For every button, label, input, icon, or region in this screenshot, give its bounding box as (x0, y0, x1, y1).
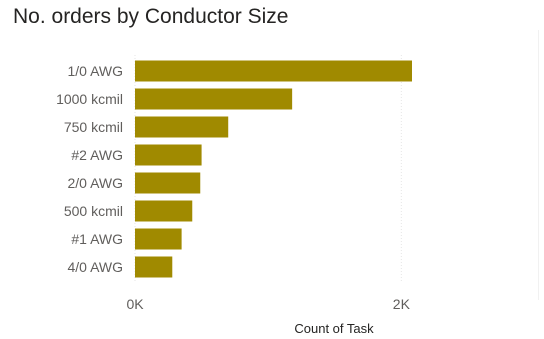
category-label: #1 AWG (71, 231, 123, 247)
category-label: 4/0 AWG (67, 259, 123, 275)
bar[interactable] (135, 88, 293, 110)
x-axis-title: Count of Task (294, 321, 374, 336)
panel-divider (538, 30, 539, 300)
category-label: 1/0 AWG (67, 63, 123, 79)
category-label: 750 kcmil (64, 119, 123, 135)
bar[interactable] (135, 116, 229, 138)
bar[interactable] (135, 60, 412, 82)
bar[interactable] (135, 172, 201, 194)
bar[interactable] (135, 200, 193, 222)
bar[interactable] (135, 144, 202, 166)
bar[interactable] (135, 228, 182, 250)
bars (135, 60, 412, 278)
category-label: 500 kcmil (64, 203, 123, 219)
bar[interactable] (135, 256, 173, 278)
chart-title: No. orders by Conductor Size (13, 5, 289, 28)
category-label: #2 AWG (71, 147, 123, 163)
category-label: 2/0 AWG (67, 175, 123, 191)
x-tick-label: 0K (126, 296, 144, 312)
x-tick-labels: 0K 2K (126, 296, 410, 312)
category-label: 1000 kcmil (56, 91, 123, 107)
category-labels: 1/0 AWG 1000 kcmil 750 kcmil #2 AWG 2/0 AWG 5… (56, 63, 123, 275)
x-tick-label: 2K (393, 296, 411, 312)
